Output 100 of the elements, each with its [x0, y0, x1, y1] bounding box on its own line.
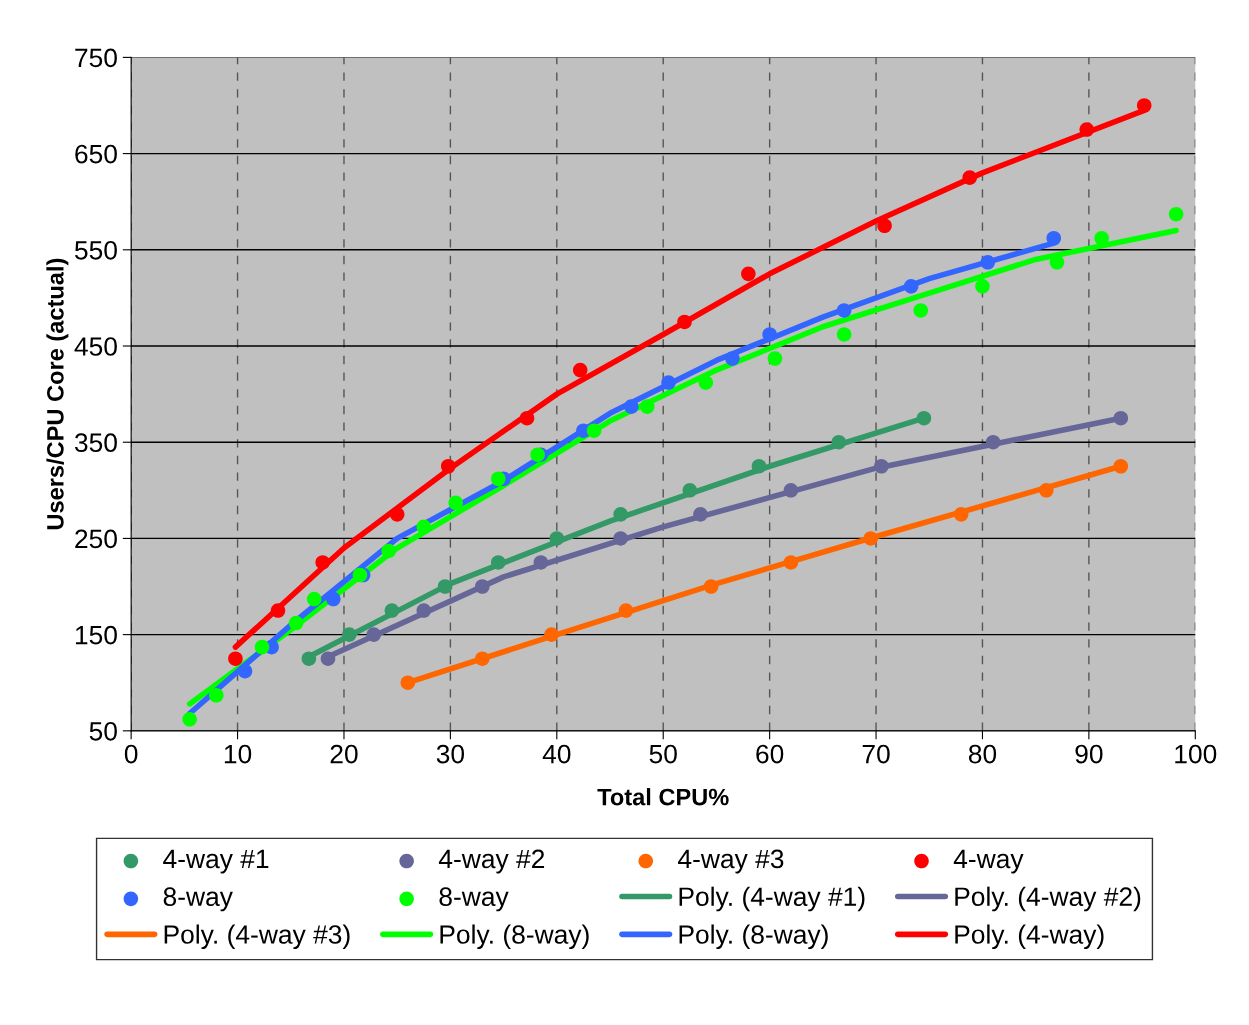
legend-label: Poly. (8-way) — [440, 924, 589, 950]
point — [903, 279, 919, 294]
point — [762, 327, 777, 342]
point — [751, 458, 767, 474]
point — [975, 279, 990, 294]
point — [1168, 206, 1184, 222]
legend-label: Poly. (4-way #3) — [164, 924, 350, 950]
legend-label: 4-way #2 — [438, 849, 545, 874]
point — [306, 591, 322, 607]
y-tick-label: 250 — [75, 529, 117, 549]
x-tick-label: 40 — [542, 744, 571, 764]
point — [228, 651, 243, 666]
point — [572, 362, 588, 378]
point — [1113, 458, 1129, 474]
point — [448, 495, 463, 511]
point — [490, 471, 506, 487]
point — [315, 555, 330, 570]
point — [693, 507, 708, 522]
y-axis-title: Users/CPU Core (actual) — [46, 258, 69, 530]
point — [836, 303, 852, 318]
point — [366, 627, 382, 642]
y-tick-label: 350 — [74, 433, 117, 453]
point — [985, 434, 1001, 450]
point — [490, 555, 506, 570]
point — [962, 170, 977, 185]
legend-label: 4-way #1 — [163, 849, 269, 874]
point — [677, 314, 692, 330]
point — [530, 447, 545, 462]
x-tick-label: 50 — [649, 744, 677, 764]
point — [519, 410, 535, 426]
point — [682, 483, 698, 498]
point — [586, 423, 602, 438]
x-tick-label: 60 — [756, 744, 784, 764]
point — [1039, 483, 1054, 498]
x-tick-label: 20 — [330, 744, 358, 764]
point — [624, 399, 639, 414]
point — [237, 663, 253, 679]
point — [342, 627, 357, 642]
legend-label: Poly. (4-way #1) — [679, 886, 865, 912]
point — [320, 651, 336, 666]
legend-label: Poly. (4-way) — [955, 924, 1104, 950]
legend-label: 8-way — [439, 887, 509, 912]
y-tick-label: 50 — [89, 721, 117, 741]
point — [783, 555, 799, 570]
point — [326, 591, 341, 607]
point — [980, 255, 996, 270]
point — [389, 507, 405, 522]
point — [1046, 230, 1062, 246]
point — [416, 519, 432, 535]
point — [661, 375, 676, 390]
point — [475, 651, 490, 666]
point — [400, 675, 416, 691]
x-tick-label: 30 — [436, 744, 465, 764]
point — [863, 531, 879, 546]
point — [437, 579, 453, 594]
point — [544, 627, 559, 642]
point — [1113, 410, 1129, 426]
x-tick-label: 100 — [1175, 744, 1217, 764]
point — [913, 303, 929, 318]
legend-label: Poly. (8-way) — [679, 924, 828, 950]
point — [1079, 122, 1095, 137]
point — [874, 458, 889, 474]
point — [381, 543, 396, 559]
point — [613, 507, 628, 522]
x-tick-label: 10 — [224, 744, 252, 764]
y-tick-label: 450 — [74, 337, 117, 356]
point — [182, 712, 197, 727]
point — [288, 615, 304, 631]
point — [783, 483, 799, 498]
y-tick-label: 750 — [75, 48, 117, 68]
point — [613, 531, 628, 546]
point — [741, 266, 756, 282]
legend-label: Poly. (4-way #2) — [955, 886, 1141, 912]
y-tick-label: 150 — [75, 625, 117, 645]
legend-label: 4-way #3 — [678, 849, 784, 874]
point — [703, 579, 719, 594]
point — [270, 603, 286, 618]
point — [475, 579, 490, 594]
point — [1049, 255, 1065, 270]
point — [301, 651, 317, 666]
point — [877, 218, 892, 234]
point — [208, 687, 224, 703]
point — [725, 351, 740, 366]
point — [698, 375, 714, 390]
point — [254, 639, 270, 655]
point — [618, 603, 634, 618]
point — [639, 399, 655, 414]
point — [416, 603, 432, 618]
x-tick-label: 80 — [968, 744, 997, 764]
point — [549, 531, 565, 546]
legend-label: 4-way — [953, 849, 1024, 874]
point — [1136, 98, 1152, 113]
x-tick-label: 90 — [1075, 744, 1103, 764]
point — [916, 410, 932, 426]
point — [767, 351, 783, 366]
point — [831, 434, 847, 450]
point — [836, 327, 852, 342]
legend-label: 8-way — [163, 887, 233, 912]
point — [1094, 230, 1109, 246]
point — [533, 555, 549, 570]
